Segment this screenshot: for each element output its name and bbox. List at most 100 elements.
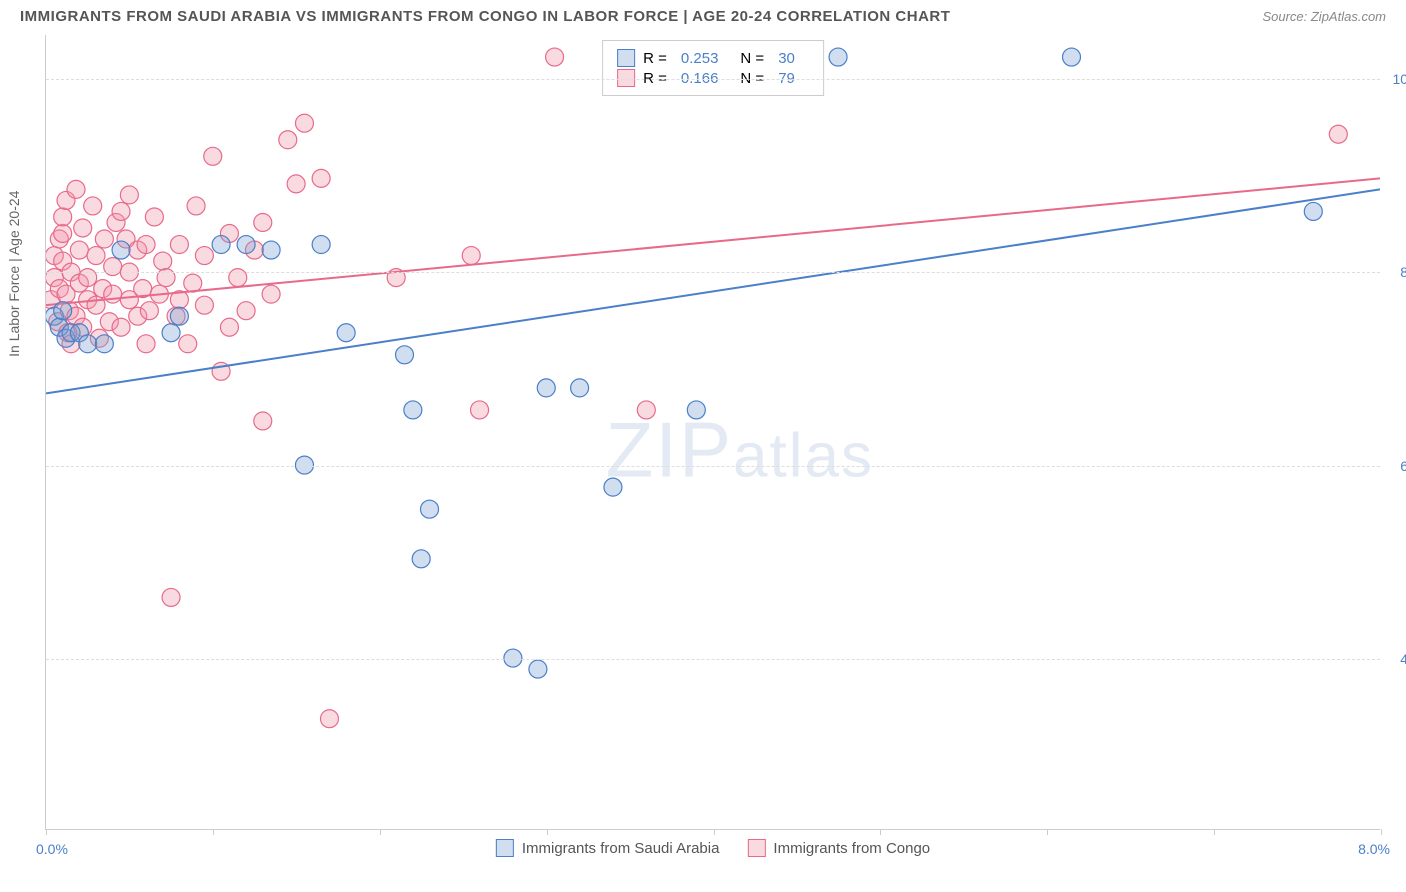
y-tick-label: 47.5% [1400,651,1406,667]
point-saudi [54,302,72,320]
point-saudi [212,236,230,254]
point-saudi [537,379,555,397]
point-congo [287,175,305,193]
swatch-saudi [496,839,514,857]
point-saudi [396,346,414,364]
point-congo [229,269,247,287]
point-saudi [312,236,330,254]
grid-line [46,79,1380,80]
r-label: R = [643,50,667,67]
point-congo [104,285,122,303]
point-saudi [412,550,430,568]
n-value-congo: 79 [778,70,795,87]
point-congo [54,208,72,226]
x-tick [380,829,381,835]
point-congo [170,236,188,254]
point-congo [154,252,172,270]
grid-line [46,272,1380,273]
grid-line [46,659,1380,660]
x-tick [714,829,715,835]
point-saudi [337,324,355,342]
point-saudi [95,335,113,353]
point-congo [254,213,272,231]
point-congo [74,219,92,237]
point-congo [295,114,313,132]
point-saudi [237,236,255,254]
x-tick [1381,829,1382,835]
point-congo [462,247,480,265]
point-congo [54,225,72,243]
point-saudi [170,307,188,325]
point-congo [1329,125,1347,143]
n-label: N = [740,50,764,67]
x-tick [1214,829,1215,835]
point-congo [320,710,338,728]
point-saudi [421,500,439,518]
point-saudi [571,379,589,397]
point-congo [84,197,102,215]
x-tick [213,829,214,835]
point-congo [162,588,180,606]
swatch-congo [747,839,765,857]
r-value-congo: 0.166 [681,70,719,87]
point-congo [187,197,205,215]
x-tick [547,829,548,835]
n-value-saudi: 30 [778,50,795,67]
point-congo [87,247,105,265]
point-congo [312,169,330,187]
point-congo [262,285,280,303]
point-congo [145,208,163,226]
stats-row-saudi: R = 0.253 N = 30 [617,49,809,67]
point-congo [179,335,197,353]
n-label: N = [740,70,764,87]
x-max-label: 8.0% [1358,841,1390,857]
point-congo [120,186,138,204]
chart-header: IMMIGRANTS FROM SAUDI ARABIA VS IMMIGRAN… [0,0,1406,31]
point-congo [137,236,155,254]
legend-label-saudi: Immigrants from Saudi Arabia [522,840,720,857]
source-label: Source: ZipAtlas.com [1262,9,1386,24]
point-congo [140,302,158,320]
point-congo [79,269,97,287]
y-tick-label: 82.5% [1400,264,1406,280]
point-saudi [529,660,547,678]
plot-area [46,35,1380,829]
point-congo [220,318,238,336]
point-congo [254,412,272,430]
legend-label-congo: Immigrants from Congo [773,840,930,857]
legend-item-congo: Immigrants from Congo [747,839,930,857]
stats-row-congo: R = 0.166 N = 79 [617,69,809,87]
y-tick-label: 100.0% [1393,71,1406,87]
y-axis-label: In Labor Force | Age 20-24 [6,191,22,357]
point-congo [137,335,155,353]
grid-line [46,466,1380,467]
point-congo [637,401,655,419]
point-saudi [112,241,130,259]
point-saudi [1063,48,1081,66]
point-congo [184,274,202,292]
point-congo [546,48,564,66]
y-tick-label: 65.0% [1400,458,1406,474]
point-saudi [604,478,622,496]
trendline-saudi [46,189,1380,393]
x-min-label: 0.0% [36,841,68,857]
point-congo [471,401,489,419]
point-saudi [404,401,422,419]
point-congo [237,302,255,320]
point-congo [279,131,297,149]
r-value-saudi: 0.253 [681,50,719,67]
x-tick [46,829,47,835]
point-congo [195,247,213,265]
point-saudi [829,48,847,66]
stats-legend: R = 0.253 N = 30 R = 0.166 N = 79 [602,40,824,96]
legend-item-saudi: Immigrants from Saudi Arabia [496,839,720,857]
point-congo [70,241,88,259]
point-congo [157,269,175,287]
point-congo [112,318,130,336]
point-saudi [1304,202,1322,220]
point-congo [195,296,213,314]
point-congo [112,202,130,220]
r-label: R = [643,70,667,87]
point-congo [204,147,222,165]
point-saudi [687,401,705,419]
